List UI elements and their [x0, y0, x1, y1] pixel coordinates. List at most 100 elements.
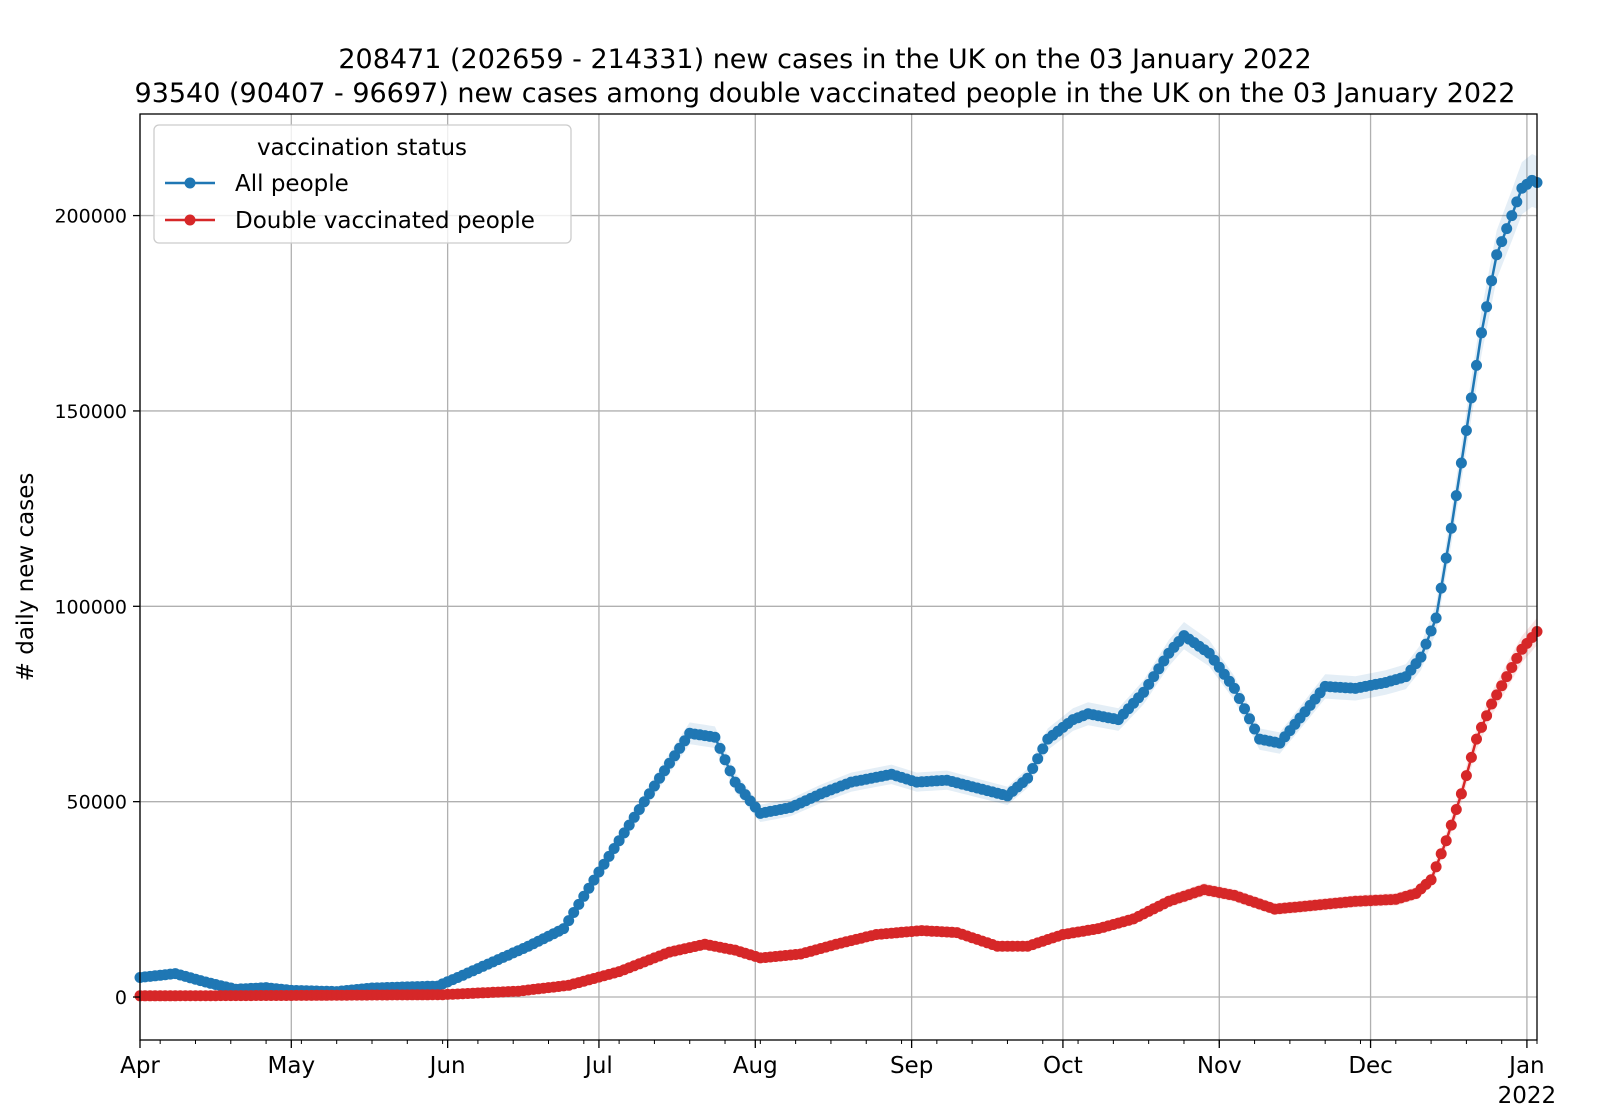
data-point [719, 754, 731, 766]
data-point [1511, 196, 1523, 208]
data-point [1233, 693, 1245, 704]
data-point [1425, 874, 1437, 886]
data-point [1460, 770, 1472, 782]
data-point [1143, 678, 1155, 690]
data-point [709, 731, 721, 743]
data-point [1486, 698, 1498, 710]
data-point [583, 882, 595, 894]
data-point [1496, 236, 1508, 248]
y-tick-label: 50000 [67, 792, 127, 814]
data-point [1460, 425, 1472, 436]
data-point [598, 858, 610, 870]
data-point [1455, 457, 1467, 469]
y-tick-label: 0 [115, 987, 127, 1009]
chart-subtitle: 93540 (90407 - 96697) new cases among do… [135, 78, 1516, 109]
data-point [638, 796, 650, 808]
data-point [1491, 689, 1503, 701]
x-tick-label: Nov [1197, 1053, 1242, 1079]
data-point [1153, 663, 1165, 675]
data-point [1032, 753, 1044, 765]
legend-title: vaccination status [257, 135, 467, 161]
data-point [1481, 301, 1493, 313]
data-point [1491, 249, 1503, 261]
data-point [1022, 772, 1034, 784]
data-point [1501, 671, 1513, 683]
data-point [1476, 721, 1487, 733]
data-point [563, 915, 575, 927]
x-tick-label: Oct [1043, 1053, 1083, 1079]
data-point [1445, 522, 1457, 534]
x-tick-year-label: 2022 [1498, 1083, 1557, 1109]
data-point [1486, 275, 1498, 287]
confidence-bands [140, 154, 1537, 1000]
legend-label-all-people: All people [235, 171, 349, 197]
data-point [603, 850, 615, 862]
data-point [1501, 223, 1513, 235]
data-point [623, 819, 635, 831]
data-point [1506, 662, 1518, 673]
data-point [633, 804, 645, 815]
data-point [648, 780, 660, 792]
data-point [613, 835, 625, 847]
data-point [1430, 612, 1442, 624]
data-point [1471, 733, 1482, 745]
data-point [1435, 848, 1447, 860]
data-point [1481, 710, 1493, 722]
x-tick-label: Jul [583, 1053, 613, 1079]
data-point [1435, 582, 1447, 594]
data-point [618, 827, 630, 839]
data-point [1239, 703, 1250, 715]
data-point [1430, 861, 1442, 873]
data-point [1037, 743, 1049, 755]
chart-title: 208471 (202659 - 214331) new cases in th… [338, 44, 1311, 75]
data-point [1450, 490, 1462, 502]
data-point [1445, 819, 1457, 831]
x-tick-label: May [268, 1053, 316, 1079]
legend-label-double-vaccinated: Double vaccinated people [235, 208, 535, 234]
series-1 [134, 626, 1543, 1002]
data-point [568, 907, 580, 918]
x-tick-label: Dec [1348, 1053, 1393, 1079]
data-point [1440, 552, 1452, 564]
x-tick-label: Aug [733, 1053, 778, 1079]
data-point [573, 898, 585, 910]
x-tick-label: Jan [1507, 1053, 1544, 1079]
data-point [1158, 655, 1170, 667]
data-point [1425, 625, 1437, 637]
data-point [1506, 210, 1518, 222]
data-point [1476, 327, 1487, 339]
y-tick-label: 200000 [54, 206, 127, 228]
data-point [1244, 713, 1255, 725]
legend-marker-all-people [184, 177, 196, 189]
x-tick-label: Apr [120, 1053, 160, 1079]
series-line-0 [139, 178, 1538, 993]
confidence-band-0 [140, 154, 1537, 996]
data-point [593, 866, 605, 878]
data-point [1415, 651, 1427, 663]
data-point [1465, 392, 1477, 404]
series-layer [134, 174, 1543, 1002]
data-point [724, 765, 736, 777]
data-point [588, 874, 600, 886]
data-point [558, 923, 570, 935]
legend-frame [153, 124, 572, 244]
data-point [1148, 671, 1160, 683]
data-point [1440, 835, 1452, 847]
data-point [1511, 652, 1523, 664]
plot-frame [139, 113, 1538, 1041]
legend-marker-double-vaccinated [184, 214, 196, 226]
y-tick-label: 100000 [54, 596, 127, 618]
data-point [1228, 682, 1240, 694]
data-point [628, 811, 640, 823]
legend: vaccination status All people Double vac… [153, 124, 572, 244]
data-point [1455, 788, 1467, 800]
data-point [1450, 804, 1462, 815]
data-point [1471, 359, 1482, 371]
data-point [1138, 686, 1150, 698]
data-point [1027, 763, 1039, 774]
data-point [714, 742, 726, 754]
y-tick-label: 150000 [54, 401, 127, 423]
data-point [578, 890, 590, 902]
data-point [1420, 638, 1432, 650]
